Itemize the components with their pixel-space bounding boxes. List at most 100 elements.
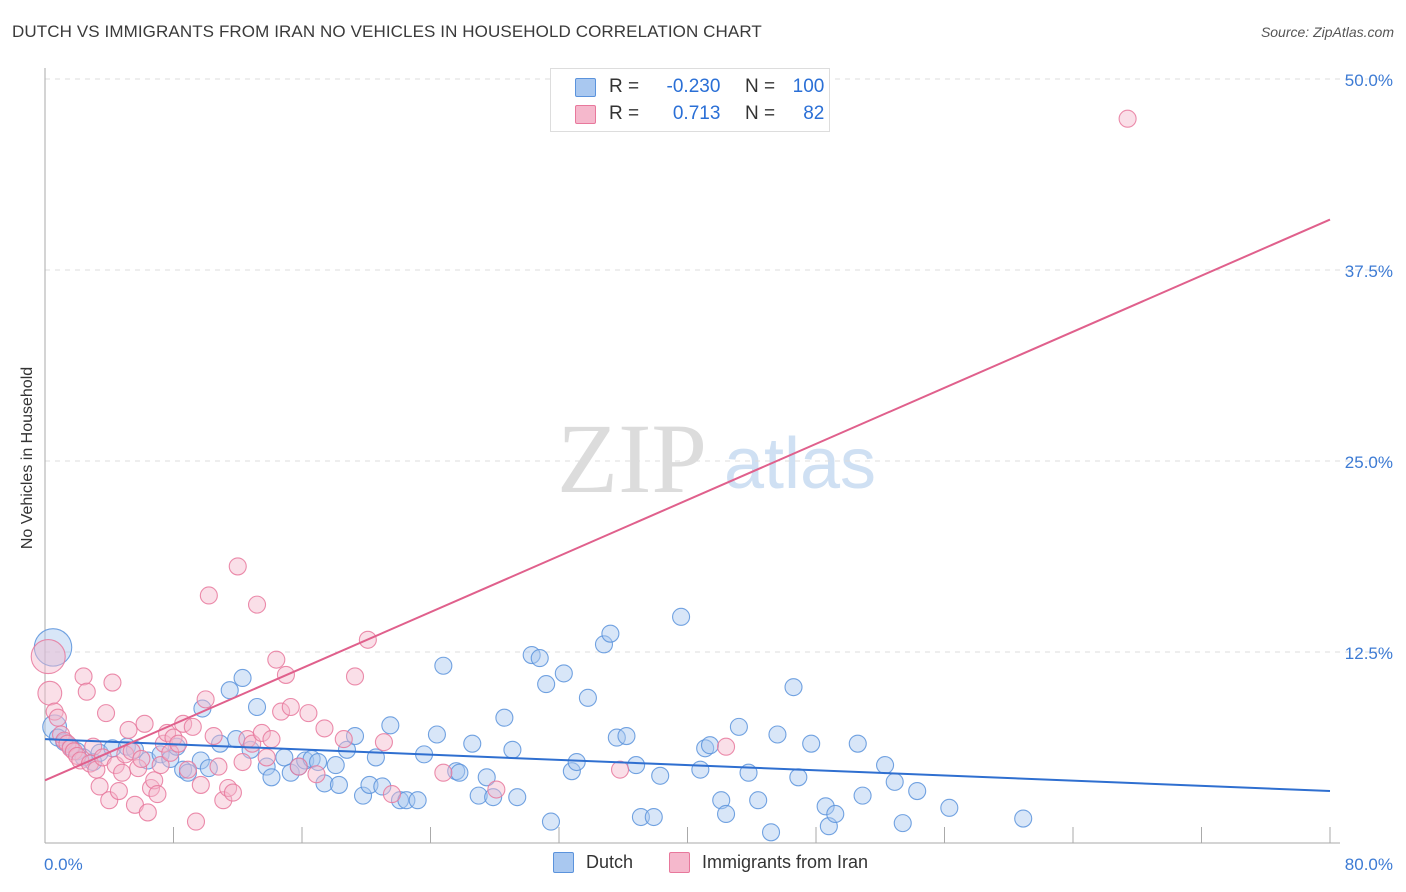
x-tick-label: 0.0% — [44, 855, 83, 874]
legend-n-value-iran: 82 — [803, 103, 825, 124]
dutch-point — [601, 624, 620, 643]
iran-point — [77, 682, 96, 701]
iran-point — [186, 812, 206, 831]
dutch-point — [749, 791, 768, 810]
trend-lines — [44, 218, 1331, 793]
legend-swatch-iran — [669, 852, 690, 873]
dutch-point — [345, 726, 365, 746]
iran-point — [315, 719, 334, 738]
iran-point — [74, 667, 93, 686]
dutch-point — [233, 668, 252, 688]
legend-swatch-iran — [575, 104, 596, 124]
dutch-point — [885, 772, 904, 791]
legend-n-label: N = — [744, 103, 776, 124]
chart-title: DUTCH VS IMMIGRANTS FROM IRAN NO VEHICLE… — [12, 22, 762, 41]
dutch-point — [578, 688, 597, 707]
iran-point — [109, 781, 128, 801]
series-legend-iran[interactable]: Immigrants from Iran — [669, 852, 868, 873]
dutch-point — [853, 786, 872, 805]
dutch-point — [784, 678, 803, 697]
dutch-point — [644, 807, 663, 827]
dutch-point — [373, 777, 392, 796]
iran-point — [716, 737, 736, 756]
iran-point — [145, 771, 164, 790]
iran-trend-line — [44, 218, 1331, 782]
legend-n-value-dutch: 100 — [792, 76, 825, 97]
dutch-point — [802, 734, 821, 753]
dutch-point — [594, 635, 614, 654]
legend-row-iran: R = 0.713 N = 82 — [551, 101, 829, 127]
iran-point — [100, 791, 119, 810]
dutch-point — [1014, 809, 1033, 828]
dutch-trend-line — [44, 738, 1331, 793]
dutch-point — [761, 823, 781, 842]
iran-point — [37, 680, 63, 706]
dutch-point — [672, 607, 691, 626]
axes — [44, 68, 1340, 844]
dutch-point — [530, 649, 549, 668]
legend-r-label: R = — [609, 103, 640, 124]
dutch-point — [716, 804, 736, 824]
dutch-point — [477, 768, 496, 787]
y-tick-label: 50.0% — [1345, 71, 1393, 90]
iran-point — [103, 673, 122, 692]
iran-point — [247, 595, 267, 614]
iran-point — [178, 760, 198, 779]
iran-point — [113, 763, 132, 782]
iran-point — [191, 775, 210, 794]
dutch-point — [691, 760, 710, 779]
dutch-point — [562, 762, 581, 781]
iran-point — [135, 714, 154, 733]
dutch-point — [700, 736, 720, 755]
iran-point — [48, 708, 67, 727]
dutch-point — [696, 739, 715, 758]
dutch-point — [381, 716, 400, 735]
dutch-point — [908, 781, 927, 801]
dutch-point — [408, 791, 427, 810]
iran-point — [228, 557, 247, 576]
dutch-point — [469, 786, 488, 805]
x-tick-label: 80.0% — [1345, 855, 1393, 874]
iran-point — [281, 697, 300, 717]
iran-point — [119, 720, 138, 739]
iran-point — [183, 717, 202, 736]
dutch-point — [463, 734, 482, 753]
dutch-point — [876, 756, 895, 775]
dutch-point — [508, 788, 527, 807]
iran-point — [252, 723, 271, 743]
series-legend-dutch[interactable]: Dutch — [553, 852, 633, 873]
dutch-point — [503, 740, 522, 759]
dutch-point — [537, 675, 556, 694]
dutch-point — [848, 734, 867, 753]
legend-r-label: R = — [609, 76, 640, 97]
dutch-point — [893, 814, 912, 833]
iran-point — [262, 730, 281, 749]
iran-point — [257, 748, 276, 767]
iran-point — [434, 763, 453, 782]
iran-point — [164, 728, 183, 747]
legend-swatch-dutch — [553, 852, 574, 873]
iran-point — [307, 765, 326, 784]
iran-point — [289, 757, 308, 776]
iran-point — [610, 760, 630, 779]
tick-labels: 12.5% 25.0% 37.5% 50.0% 0.0% 80.0% — [44, 71, 1393, 874]
dutch-point — [651, 766, 670, 785]
iran-point — [382, 785, 402, 804]
iran-point — [90, 777, 109, 796]
y-tick-label: 37.5% — [1345, 262, 1393, 281]
series-legend-dutch-label: Dutch — [586, 852, 634, 872]
legend-r-value-iran: 0.713 — [672, 103, 721, 124]
iran-point — [233, 752, 252, 772]
dutch-point — [495, 708, 514, 727]
dutch-point — [768, 725, 787, 744]
iran-point — [148, 785, 167, 804]
correlation-legend: R = -0.230 N = 100 R = 0.713 N = 82 — [550, 68, 830, 132]
dutch-point — [326, 756, 345, 775]
iran-point — [96, 704, 116, 723]
iran-point — [334, 730, 353, 749]
iran-point — [345, 667, 365, 686]
dutch-point — [607, 728, 626, 747]
dutch-point — [337, 740, 357, 759]
iran-point — [272, 702, 291, 721]
iran-point — [196, 690, 215, 709]
